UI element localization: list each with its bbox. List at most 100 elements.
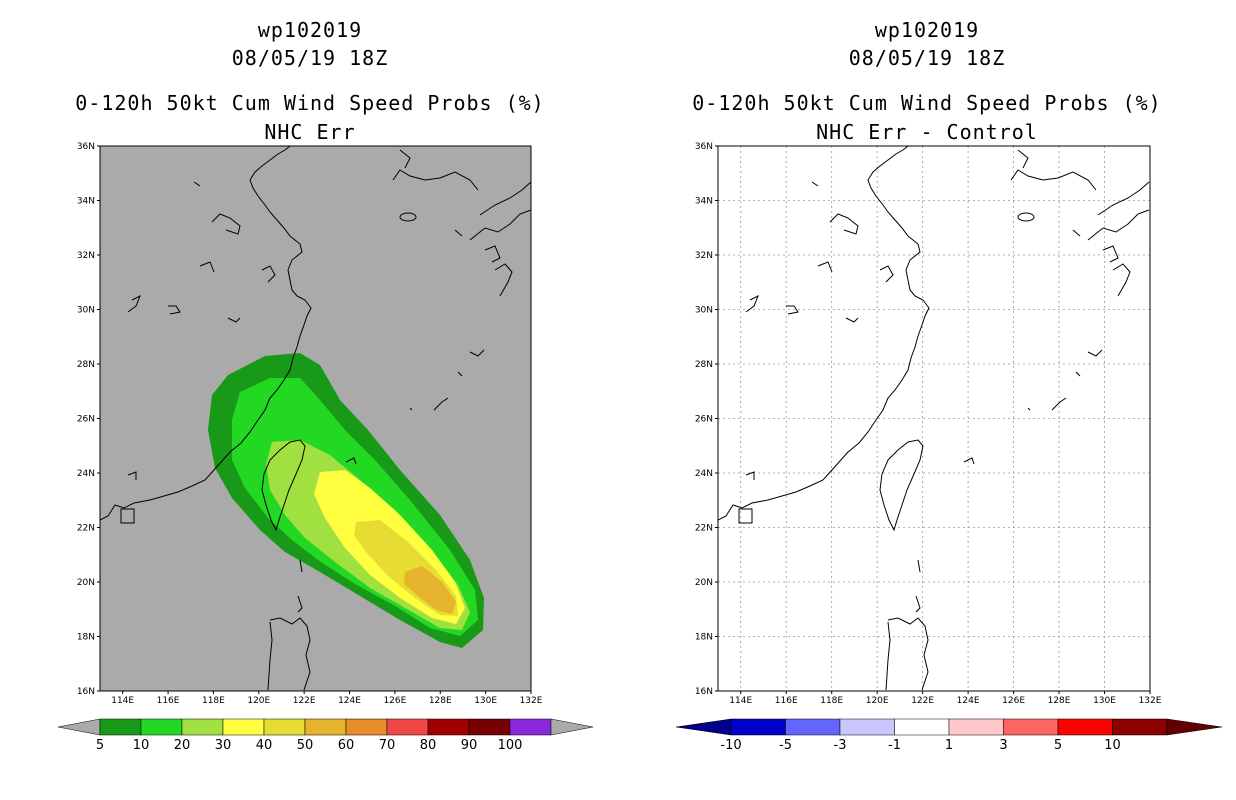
lat-tick-label: 34N	[77, 197, 95, 207]
left-title-date: 08/05/19 18Z	[231, 46, 389, 70]
lon-tick-label: 118E	[820, 696, 843, 706]
lat-tick-label: 32N	[695, 251, 713, 261]
colorbar-low-arrow	[675, 718, 732, 736]
left-axes: 36N 34N 32N 30N 28N 26N 24N 22N 20N 18N 16N 114E 116…	[77, 142, 543, 706]
colorbar-swatch	[1112, 718, 1168, 736]
lat-tick-label: 26N	[77, 415, 95, 425]
colorbar-label: 3	[999, 738, 1007, 753]
colorbar-label: 100	[498, 738, 523, 753]
right-axes: 36N 34N 32N 30N 28N 26N 24N 22N 20N 18N 16N 114E 116…	[695, 142, 1162, 706]
colorbar-label: 5	[96, 738, 104, 753]
colorbar-swatch	[468, 718, 511, 736]
colorbar-label: 20	[174, 738, 191, 753]
lat-tick-label: 24N	[77, 469, 95, 479]
lon-tick-label: 124E	[338, 696, 361, 706]
right-gridlines	[718, 146, 1150, 691]
colorbar-label: 5	[1054, 738, 1062, 753]
colorbar-label: 30	[215, 738, 232, 753]
lon-tick-label: 122E	[911, 696, 934, 706]
lon-tick-label: 126E	[1002, 696, 1025, 706]
colorbar-swatch	[785, 718, 841, 736]
right-title-product: 0-120h 50kt Cum Wind Speed Probs (%)	[692, 91, 1162, 115]
lon-tick-label: 130E	[1093, 696, 1116, 706]
colorbar-label: -1	[888, 738, 901, 753]
right-title-subtitle: NHC Err - Control	[816, 120, 1038, 144]
lat-tick-label: 34N	[695, 197, 713, 207]
lat-tick-label: 26N	[695, 415, 713, 425]
colorbar-swatch	[304, 718, 347, 736]
colorbar-swatch	[99, 718, 142, 736]
lon-tick-label: 122E	[293, 696, 316, 706]
lon-tick-label: 114E	[729, 696, 752, 706]
colorbar-swatch	[730, 718, 786, 736]
lat-tick-label: 24N	[695, 469, 713, 479]
lon-tick-label: 116E	[775, 696, 798, 706]
left-colorbar: 5 10 20 30 40 50 60 70 80 90 100	[57, 718, 594, 753]
lon-tick-label: 118E	[202, 696, 225, 706]
lat-tick-label: 18N	[695, 633, 713, 643]
lon-tick-label: 120E	[866, 696, 889, 706]
left-probability-swath	[208, 353, 484, 648]
colorbar-swatch	[1057, 718, 1113, 736]
colorbar-label: -5	[779, 738, 792, 753]
right-title-date: 08/05/19 18Z	[848, 46, 1006, 70]
colorbar-label: 10	[133, 738, 150, 753]
lat-tick-label: 36N	[77, 142, 95, 152]
lat-tick-label: 30N	[695, 306, 713, 316]
lat-tick-label: 22N	[695, 524, 713, 534]
lon-tick-label: 114E	[111, 696, 134, 706]
lat-tick-label: 18N	[77, 633, 95, 643]
colorbar-swatch	[345, 718, 388, 736]
left-title-storm: wp102019	[257, 18, 363, 42]
contour-50	[404, 566, 456, 614]
lat-tick-label: 16N	[77, 687, 95, 697]
colorbar-swatch	[386, 718, 429, 736]
colorbar-swatch	[222, 718, 265, 736]
colorbar-label: 90	[461, 738, 478, 753]
colorbar-label: 80	[420, 738, 437, 753]
colorbar-swatch	[1003, 718, 1059, 736]
lat-tick-label: 28N	[695, 360, 713, 370]
colorbar-swatch	[948, 718, 1004, 736]
lon-tick-label: 130E	[474, 696, 497, 706]
lat-tick-label: 30N	[77, 306, 95, 316]
lat-tick-label: 22N	[77, 524, 95, 534]
colorbar-swatch	[509, 718, 552, 736]
left-title-product: 0-120h 50kt Cum Wind Speed Probs (%)	[75, 91, 545, 115]
lon-tick-label: 128E	[1048, 696, 1071, 706]
lat-tick-label: 20N	[695, 578, 713, 588]
lon-tick-label: 132E	[520, 696, 543, 706]
right-colorbar: -10 -5 -3 -1 1 3 5 10	[675, 718, 1223, 753]
lon-tick-label: 116E	[157, 696, 180, 706]
colorbar-swatch	[894, 718, 950, 736]
colorbar-label: 1	[945, 738, 953, 753]
colorbar-label: 50	[297, 738, 314, 753]
lat-tick-label: 32N	[77, 251, 95, 261]
colorbar-high-arrow	[550, 718, 594, 736]
lon-tick-label: 120E	[247, 696, 270, 706]
colorbar-swatch	[263, 718, 306, 736]
colorbar-label: 70	[379, 738, 396, 753]
lon-tick-label: 128E	[429, 696, 452, 706]
lon-tick-label: 126E	[383, 696, 406, 706]
lat-tick-label: 16N	[695, 687, 713, 697]
colorbar-label: 40	[256, 738, 273, 753]
colorbar-swatch	[427, 718, 470, 736]
colorbar-label: 10	[1104, 738, 1121, 753]
lat-tick-label: 28N	[77, 360, 95, 370]
colorbar-low-arrow	[57, 718, 101, 736]
colorbar-high-arrow	[1166, 718, 1223, 736]
colorbar-label: -3	[834, 738, 847, 753]
left-title-subtitle: NHC Err	[264, 120, 356, 144]
colorbar-swatch	[839, 718, 895, 736]
lon-tick-label: 132E	[1139, 696, 1162, 706]
lon-tick-label: 124E	[957, 696, 980, 706]
right-title-storm: wp102019	[874, 18, 980, 42]
colorbar-label: -10	[720, 738, 741, 753]
colorbar-swatch	[140, 718, 183, 736]
colorbar-label: 60	[338, 738, 355, 753]
lat-tick-label: 36N	[695, 142, 713, 152]
lat-tick-label: 20N	[77, 578, 95, 588]
colorbar-swatch	[181, 718, 224, 736]
